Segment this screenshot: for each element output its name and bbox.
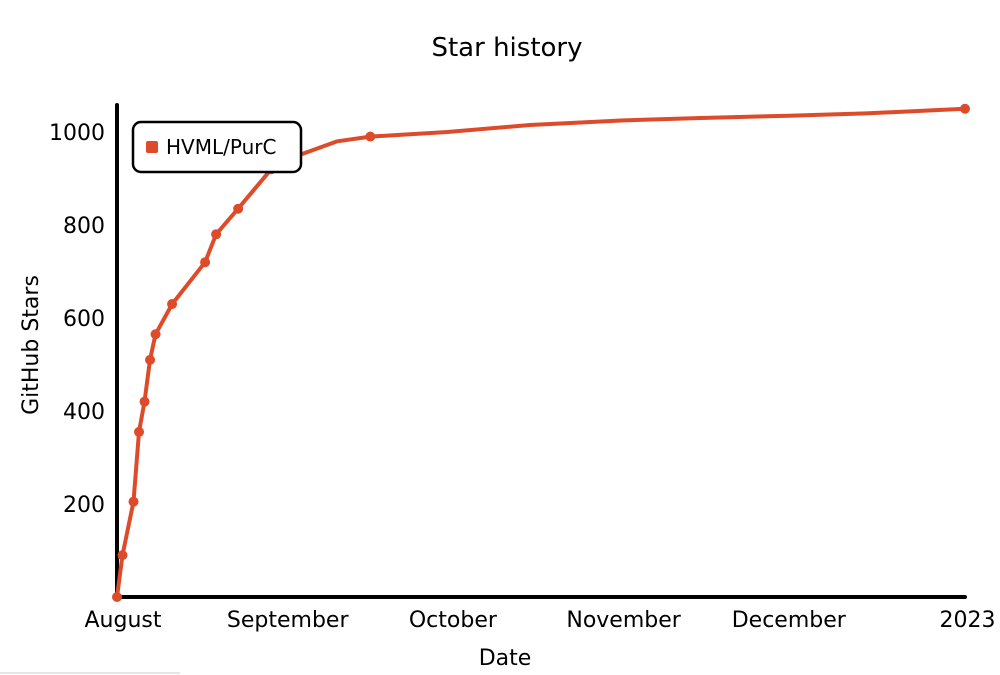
x-tick-label: September: [227, 608, 350, 633]
data-point: [128, 496, 139, 507]
series-layer: [112, 103, 970, 602]
data-point: [167, 299, 178, 310]
x-tick-label: August: [85, 608, 162, 633]
data-point: [112, 592, 122, 602]
y-tick-label: 200: [63, 493, 105, 518]
legend-swatch: [146, 141, 158, 153]
y-tick-label: 1000: [49, 121, 105, 146]
x-tick-label: December: [732, 608, 847, 633]
x-tick-label: 2023: [939, 608, 995, 633]
y-tick-label: 800: [63, 214, 105, 239]
data-point: [365, 131, 376, 142]
x-tick-label: November: [566, 608, 681, 633]
x-axis-title: Date: [479, 646, 532, 671]
legend: HVML/PurC: [131, 120, 303, 174]
data-point: [117, 550, 128, 561]
chart-title: Star history: [431, 33, 582, 63]
legend-label: HVML/PurC: [166, 135, 276, 159]
data-point: [960, 103, 970, 114]
data-point: [134, 426, 145, 437]
data-point: [200, 257, 211, 268]
y-tick-label: 600: [63, 307, 105, 332]
data-point: [233, 203, 244, 214]
legend-box: [131, 120, 303, 174]
axes: [115, 103, 967, 599]
data-point: [139, 396, 150, 407]
y-tick-label: 400: [63, 400, 105, 425]
y-axis-title: GitHub Stars: [19, 275, 44, 415]
divider: [0, 672, 180, 674]
data-point: [145, 354, 156, 365]
series-line: [115, 106, 967, 599]
tick-labels: 200 400 600 800 1000 August September October No…: [49, 121, 995, 633]
data-point: [211, 229, 222, 240]
x-tick-label: October: [409, 608, 498, 633]
data-point: [150, 329, 161, 340]
